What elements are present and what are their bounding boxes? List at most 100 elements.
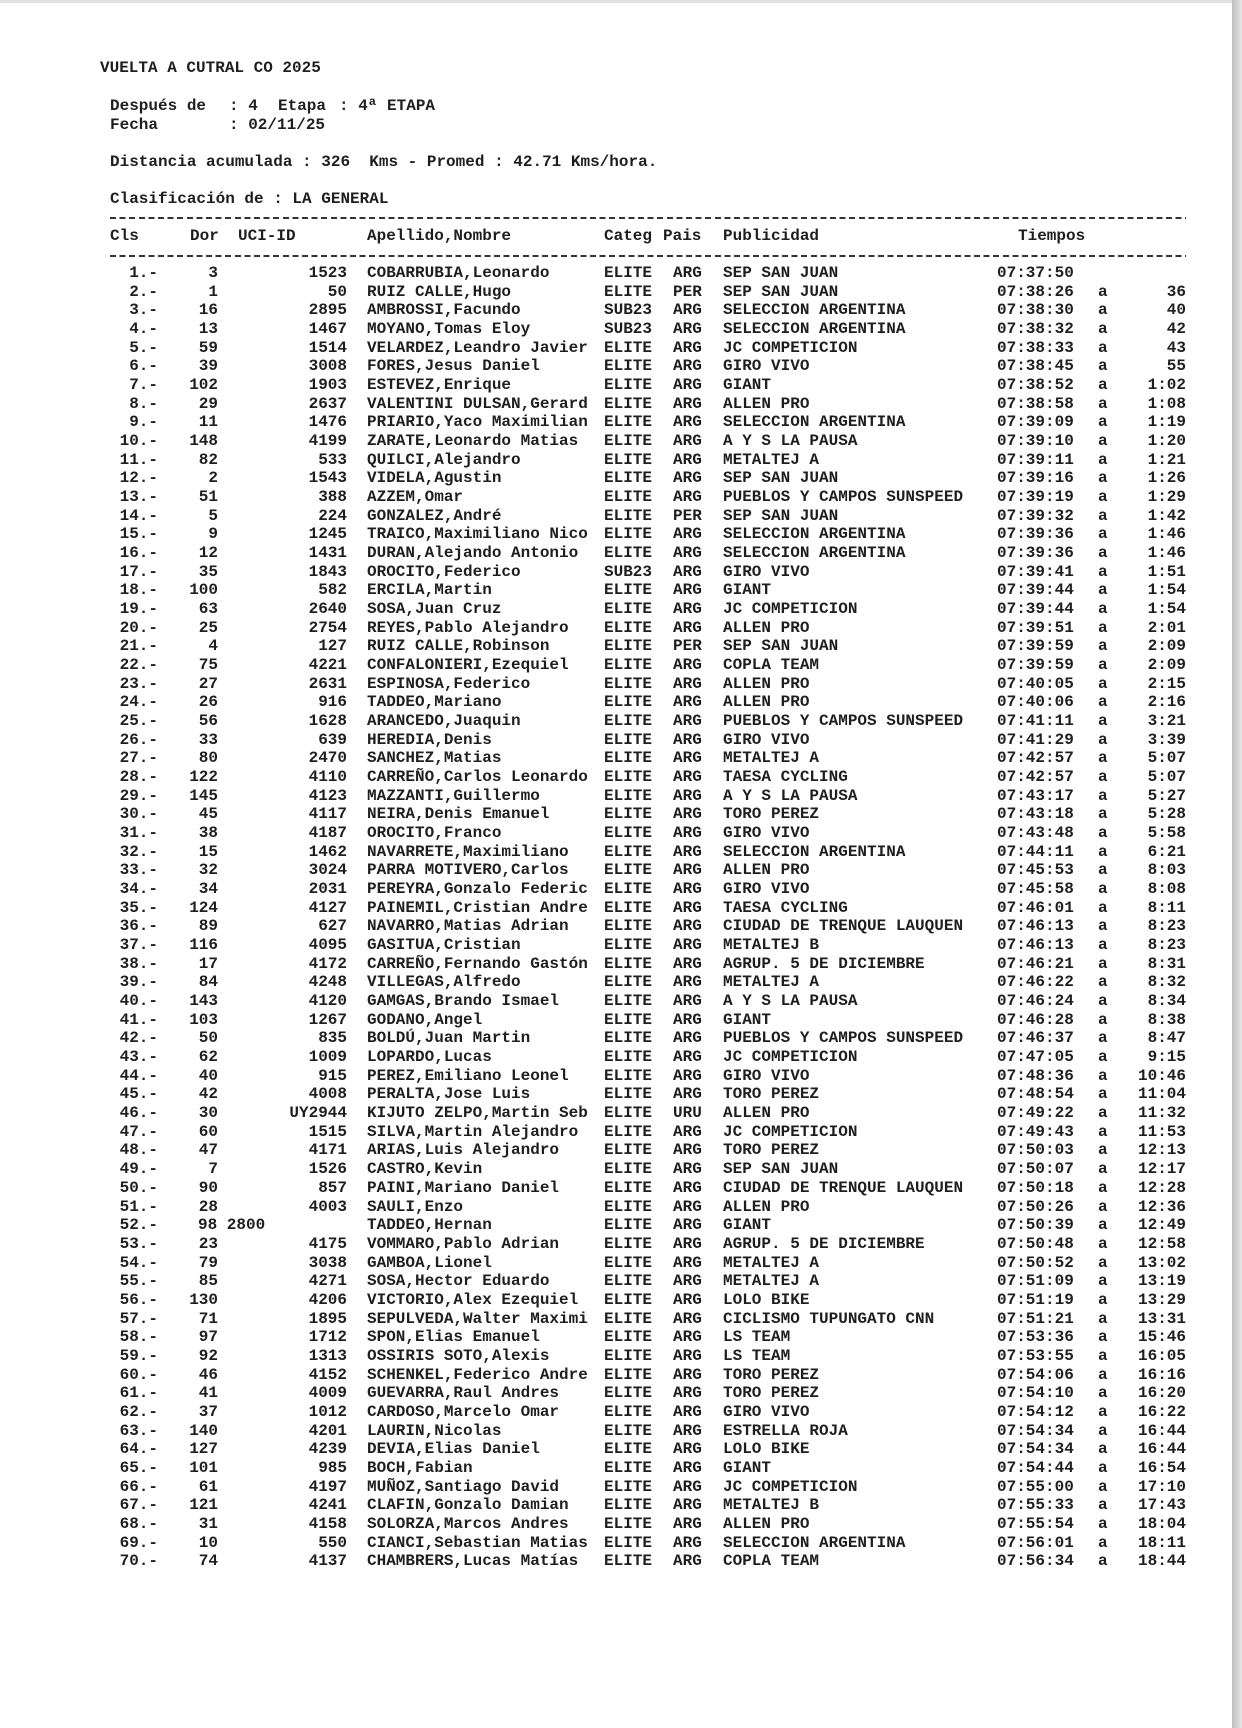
cell-a: a [1098, 637, 1108, 656]
cell-cls: 55.- [119, 1272, 158, 1291]
cell-publicidad: ALLEN PRO [723, 1104, 810, 1123]
cell-pais: ARG [673, 936, 702, 955]
cell-publicidad: GIRO VIVO [723, 1066, 810, 1085]
cell-a: a [1098, 936, 1108, 955]
cell-categ: ELITE [604, 768, 653, 787]
cell-name: SCHENKEL,Federico Andre [367, 1365, 588, 1384]
cell-categ: ELITE [604, 432, 653, 451]
cell-time: 07:38:45 [997, 357, 1074, 376]
cell-uci-id: 1462 [308, 842, 347, 861]
table-row: 47.- 60 1515 SILVA,Martin Alejandro ELITE ARG… [0, 1123, 1242, 1141]
cell-time: 07:54:34 [997, 1440, 1074, 1459]
col-uci-id: UCI-ID [238, 227, 296, 245]
cell-a: a [1098, 1029, 1108, 1048]
cell-time: 07:39:36 [997, 525, 1074, 544]
cell-publicidad: SEP SAN JUAN [723, 469, 839, 488]
cell-categ: ELITE [604, 581, 653, 600]
cell-name: SANCHEZ,Matias [367, 749, 502, 768]
table-row: 42.- 50 835 BOLDÚ,Juan Martin ELITE ARG PUEBLO… [0, 1029, 1242, 1047]
table-row: 57.- 71 1895 SEPULVEDA,Walter Maximi ELITE AR… [0, 1310, 1242, 1328]
cell-pais: ARG [673, 1253, 702, 1272]
cell-dor: 9 [208, 525, 218, 544]
table-row: 1.- 3 1523 COBARRUBIA,Leonardo ELITE ARG SEP S… [0, 264, 1242, 282]
cell-pais: ARG [673, 1458, 702, 1477]
cell-publicidad: ALLEN PRO [723, 861, 810, 880]
cell-categ: ELITE [604, 693, 653, 712]
cell-gap: 16:54 [1137, 1458, 1186, 1477]
cell-pais: PER [673, 282, 702, 301]
cell-a: a [1098, 338, 1108, 357]
cell-dor: 74 [198, 1552, 218, 1571]
cell-time: 07:39:36 [997, 544, 1074, 563]
cell-publicidad: TAESA CYCLING [723, 898, 848, 917]
cell-pais: ARG [673, 1309, 702, 1328]
cell-categ: ELITE [604, 544, 653, 563]
cell-dor: 61 [198, 1477, 218, 1496]
cell-publicidad: SEP SAN JUAN [723, 506, 839, 525]
cell-pais: ARG [673, 805, 702, 824]
cell-cls: 67.- [119, 1496, 158, 1515]
table-row: 34.- 34 2031 PEREYRA,Gonzalo Federic ELITE AR… [0, 880, 1242, 898]
cell-time: 07:41:29 [997, 730, 1074, 749]
cell-time: 07:50:39 [997, 1216, 1074, 1235]
cell-time: 07:48:54 [997, 1085, 1074, 1104]
table-row: 52.- 98 2800 TADDEO,Hernan ELITE ARG GIANT 07:… [0, 1216, 1242, 1234]
table-row: 6.- 39 3008 FORES,Jesus Daniel ELITE ARG GIRO … [0, 357, 1242, 375]
cell-uci-id: 4197 [308, 1477, 347, 1496]
cell-name: LAURIN,Nicolas [367, 1421, 502, 1440]
cell-pais: ARG [673, 1141, 702, 1160]
cell-publicidad: GIRO VIVO [723, 824, 810, 843]
cell-gap: 13:02 [1137, 1253, 1186, 1272]
table-row: 37.- 116 4095 GASITUA,Cristian ELITE ARG METAL… [0, 936, 1242, 954]
cell-publicidad: PUEBLOS Y CAMPOS SUNSPEED [723, 712, 964, 731]
cell-pais: ARG [673, 581, 702, 600]
cell-a: a [1098, 768, 1108, 787]
cell-dor: 28 [198, 1197, 218, 1216]
cell-uci-id: 4120 [308, 992, 347, 1011]
cell-time: 07:48:36 [997, 1066, 1074, 1085]
table-row: 31.- 38 4187 OROCITO,Franco ELITE ARG GIRO VIV… [0, 824, 1242, 842]
cell-gap: 1:54 [1147, 600, 1186, 619]
cell-categ: ELITE [604, 674, 653, 693]
table-row: 68.- 31 4158 SOLORZA,Marcos Andres ELITE ARG A… [0, 1515, 1242, 1533]
cell-gap: 8:34 [1147, 992, 1186, 1011]
table-row: 53.- 23 4175 VOMMARO,Pablo Adrian ELITE ARG AG… [0, 1235, 1242, 1253]
cell-pais: ARG [673, 954, 702, 973]
cell-categ: ELITE [604, 488, 653, 507]
cell-publicidad: JC COMPETICION [723, 1048, 858, 1067]
cell-gap: 42 [1166, 320, 1186, 338]
cell-uci-id: 4171 [308, 1141, 347, 1160]
cell-dor: 2 [208, 469, 218, 488]
cell-a: a [1098, 394, 1108, 413]
cell-publicidad: CIUDAD DE TRENQUE LAUQUEN [723, 1178, 964, 1197]
cell-cls: 9.- [129, 413, 158, 432]
cell-pais: ARG [673, 917, 702, 936]
cell-publicidad: ALLEN PRO [723, 693, 810, 712]
cell-categ: SUB23 [604, 301, 653, 320]
cell-name: NAVARRETE,Maximiliano [367, 842, 569, 861]
cell-categ: ELITE [604, 357, 653, 376]
cell-cls: 2.- [129, 282, 158, 301]
cell-pais: ARG [673, 973, 702, 992]
cell-uci-id: 4187 [308, 824, 347, 843]
cell-a: a [1098, 600, 1108, 619]
cell-categ: ELITE [604, 954, 653, 973]
cell-cls: 35.- [119, 898, 158, 917]
cell-pais: ARG [673, 880, 702, 899]
cell-pais: ARG [673, 1029, 702, 1048]
cell-cls: 19.- [119, 600, 158, 619]
cell-publicidad: LOLO BIKE [723, 1440, 810, 1459]
cell-name: ESPINOSA,Federico [367, 674, 531, 693]
cell-gap: 12:13 [1137, 1141, 1186, 1160]
cell-name: GAMBOA,Lionel [367, 1253, 492, 1272]
cell-uci-id: 127 [318, 637, 347, 656]
cell-name: FORES,Jesus Daniel [367, 357, 540, 376]
cell-time: 07:46:13 [997, 936, 1074, 955]
table-row: 45.- 42 4008 PERALTA,Jose Luis ELITE ARG TORO … [0, 1085, 1242, 1103]
table-row: 30.- 45 4117 NEIRA,Denis Emanuel ELITE ARG TOR… [0, 805, 1242, 823]
cell-publicidad: GIANT [723, 1216, 772, 1235]
cell-pais: ARG [673, 861, 702, 880]
cell-cls: 22.- [119, 656, 158, 675]
cell-cls: 18.- [119, 581, 158, 600]
cell-dor: 7 [208, 1160, 218, 1179]
